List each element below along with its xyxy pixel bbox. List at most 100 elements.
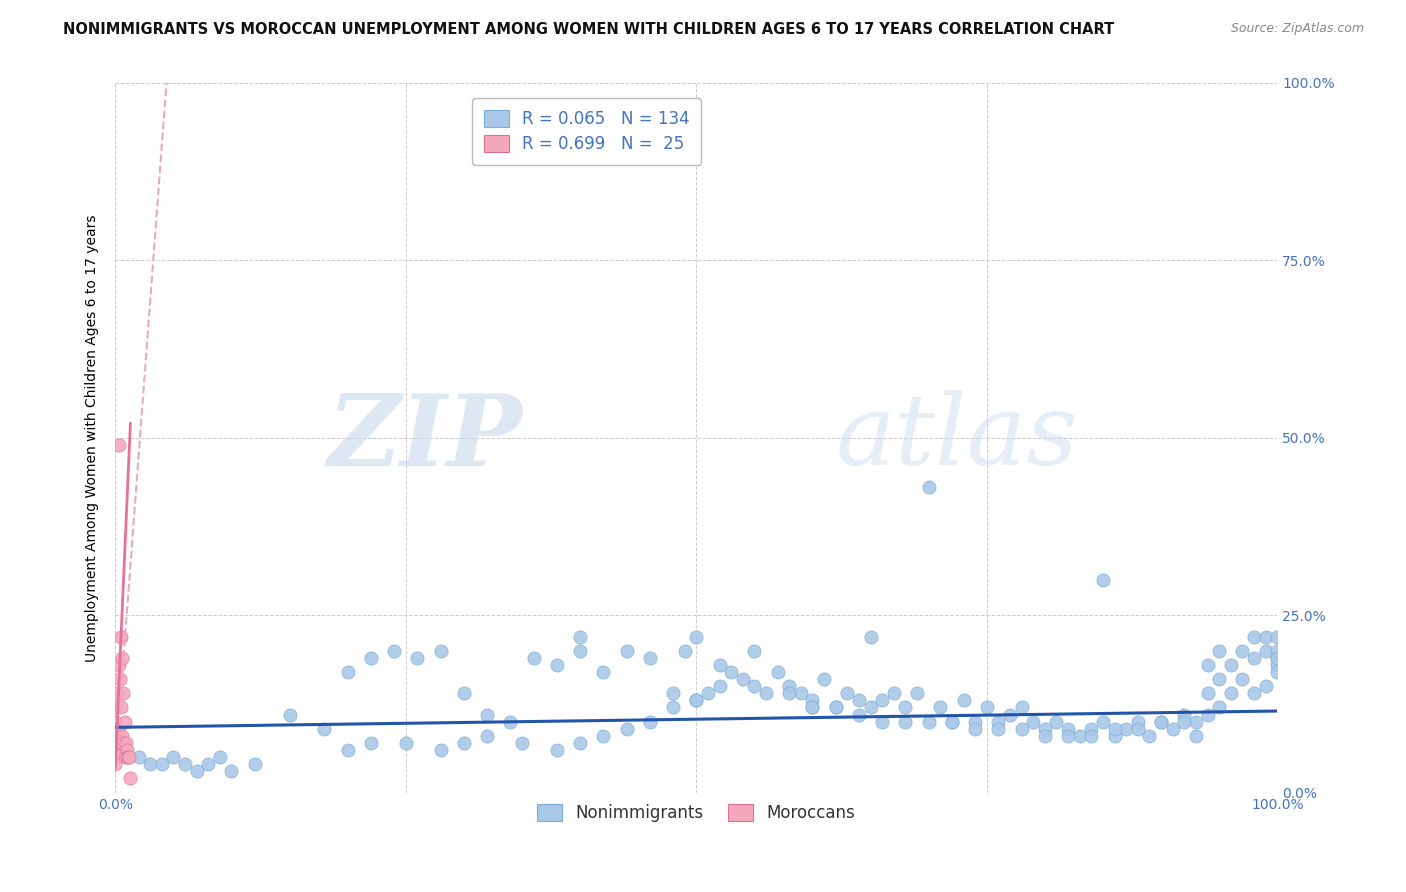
Point	[1197, 707, 1219, 722]
Point	[108, 672, 131, 686]
Point	[1011, 722, 1033, 736]
Point	[108, 736, 131, 750]
Point	[1150, 714, 1173, 729]
Point	[475, 729, 498, 743]
Point	[824, 700, 846, 714]
Point	[104, 714, 127, 729]
Point	[1069, 729, 1091, 743]
Point	[114, 750, 136, 764]
Point	[1091, 714, 1114, 729]
Point	[360, 736, 382, 750]
Point	[941, 714, 963, 729]
Point	[395, 736, 418, 750]
Point	[592, 729, 614, 743]
Point	[115, 743, 138, 757]
Point	[1104, 729, 1126, 743]
Point	[778, 686, 800, 700]
Point	[1265, 657, 1288, 672]
Point	[616, 643, 638, 657]
Point	[685, 630, 707, 644]
Point	[475, 707, 498, 722]
Point	[1057, 722, 1080, 736]
Point	[546, 743, 568, 757]
Point	[1173, 714, 1195, 729]
Point	[110, 700, 132, 714]
Point	[221, 764, 243, 779]
Point	[523, 650, 546, 665]
Point	[104, 736, 127, 750]
Point	[1232, 672, 1254, 686]
Point	[965, 714, 987, 729]
Point	[894, 700, 917, 714]
Point	[546, 657, 568, 672]
Point	[592, 665, 614, 679]
Point	[848, 693, 870, 707]
Point	[1091, 573, 1114, 587]
Point	[1150, 714, 1173, 729]
Point	[105, 700, 128, 714]
Point	[870, 693, 893, 707]
Point	[662, 686, 685, 700]
Point	[918, 714, 941, 729]
Point	[150, 757, 173, 772]
Point	[905, 686, 928, 700]
Point	[801, 693, 824, 707]
Point	[1243, 630, 1265, 644]
Point	[111, 650, 134, 665]
Point	[859, 700, 882, 714]
Point	[709, 679, 731, 693]
Point	[976, 700, 998, 714]
Point	[1254, 630, 1277, 644]
Text: Source: ZipAtlas.com: Source: ZipAtlas.com	[1230, 22, 1364, 36]
Point	[685, 693, 707, 707]
Point	[105, 686, 128, 700]
Point	[965, 722, 987, 736]
Point	[336, 665, 359, 679]
Point	[1057, 729, 1080, 743]
Point	[115, 750, 138, 764]
Point	[1197, 686, 1219, 700]
Point	[569, 630, 592, 644]
Point	[569, 643, 592, 657]
Point	[429, 743, 451, 757]
Legend: Nonimmigrants, Moroccans: Nonimmigrants, Moroccans	[526, 792, 868, 834]
Point	[744, 679, 766, 693]
Point	[1265, 643, 1288, 657]
Point	[208, 750, 231, 764]
Point	[987, 714, 1010, 729]
Point	[755, 686, 778, 700]
Point	[1033, 722, 1056, 736]
Point	[1033, 729, 1056, 743]
Point	[685, 693, 707, 707]
Point	[1208, 672, 1230, 686]
Point	[1080, 729, 1102, 743]
Point	[1011, 700, 1033, 714]
Point	[1173, 707, 1195, 722]
Point	[112, 686, 135, 700]
Point	[941, 714, 963, 729]
Point	[1265, 650, 1288, 665]
Point	[801, 700, 824, 714]
Point	[731, 672, 754, 686]
Point	[720, 665, 742, 679]
Point	[1080, 722, 1102, 736]
Point	[278, 707, 301, 722]
Y-axis label: Unemployment Among Women with Children Ages 6 to 17 years: Unemployment Among Women with Children A…	[86, 214, 100, 662]
Point	[162, 750, 184, 764]
Point	[638, 714, 661, 729]
Point	[114, 714, 136, 729]
Point	[453, 736, 475, 750]
Point	[382, 643, 405, 657]
Point	[801, 700, 824, 714]
Point	[510, 736, 533, 750]
Point	[499, 714, 522, 729]
Point	[883, 686, 905, 700]
Text: NONIMMIGRANTS VS MOROCCAN UNEMPLOYMENT AMONG WOMEN WITH CHILDREN AGES 6 TO 17 YE: NONIMMIGRANTS VS MOROCCAN UNEMPLOYMENT A…	[63, 22, 1115, 37]
Point	[837, 686, 859, 700]
Point	[110, 630, 132, 644]
Point	[111, 729, 134, 743]
Point	[952, 693, 974, 707]
Point	[1232, 643, 1254, 657]
Point	[1254, 679, 1277, 693]
Point	[128, 750, 150, 764]
